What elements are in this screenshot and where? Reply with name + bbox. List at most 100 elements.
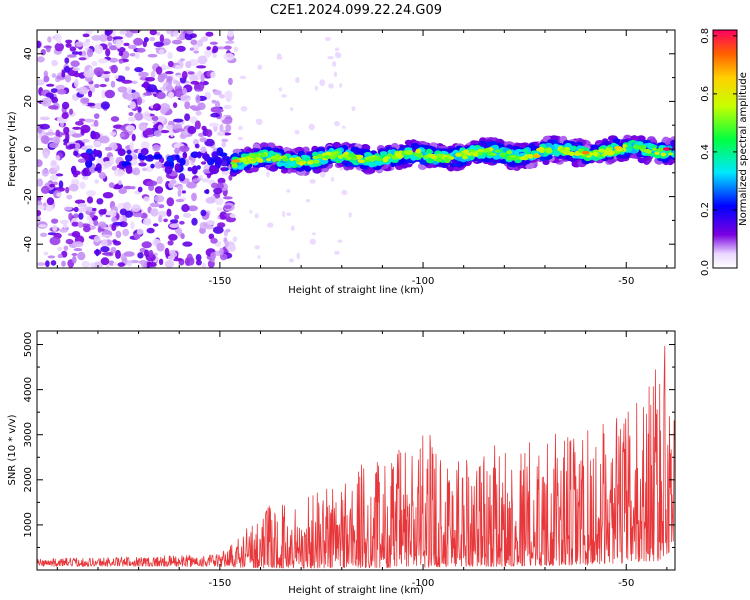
heatmap-cell xyxy=(306,199,311,203)
heatmap-cell xyxy=(224,45,232,50)
heatmap-cell xyxy=(136,47,146,53)
y-tick-label: 20 xyxy=(23,95,34,108)
heatmap-cell xyxy=(171,39,183,45)
heatmap-cell xyxy=(220,167,227,172)
heatmap-cell xyxy=(444,158,451,164)
heatmap-cell xyxy=(172,102,178,108)
heatmap-cell xyxy=(55,129,61,139)
heatmap-cell xyxy=(511,156,517,161)
heatmap-cell xyxy=(319,171,326,178)
heatmap-cell xyxy=(75,142,81,149)
heatmap-cell xyxy=(187,71,195,75)
heatmap-cell xyxy=(169,223,180,228)
heatmap-cell xyxy=(85,160,90,167)
heatmap-cell xyxy=(55,155,60,161)
heatmap-cell xyxy=(80,97,90,104)
heatmap-cell xyxy=(108,260,115,266)
heatmap-cell xyxy=(90,131,101,140)
heatmap-cell xyxy=(212,53,217,58)
heatmap-cell xyxy=(65,238,74,245)
heatmap-cell xyxy=(118,51,124,57)
spectrogram-y-ticks: -40 -20 0 20 40 xyxy=(23,29,675,269)
heatmap-cell xyxy=(477,151,483,156)
heatmap-cell xyxy=(111,165,118,171)
heatmap-cell xyxy=(662,147,671,151)
heatmap-cell xyxy=(123,201,132,210)
heatmap-cell xyxy=(154,161,163,169)
heatmap-cell xyxy=(351,106,356,112)
x-tick-label: -50 xyxy=(618,276,634,287)
heatmap-cell xyxy=(124,66,130,71)
heatmap-cell xyxy=(70,165,77,174)
heatmap-cell xyxy=(173,30,179,37)
heatmap-cell xyxy=(58,180,64,189)
heatmap-cell xyxy=(115,40,122,49)
heatmap-cell xyxy=(112,36,124,40)
heatmap-cell xyxy=(286,189,291,193)
heatmap-cell xyxy=(612,138,621,144)
heatmap-cell xyxy=(86,145,94,149)
heatmap-cell xyxy=(225,40,235,44)
heatmap-cell xyxy=(166,197,175,207)
heatmap-cell xyxy=(137,106,142,113)
heatmap-cell xyxy=(93,219,99,226)
heatmap-cell xyxy=(159,34,165,43)
heatmap-cell xyxy=(78,212,84,220)
heatmap-cell xyxy=(158,258,164,265)
heatmap-cell xyxy=(187,125,197,135)
heatmap-cell xyxy=(199,137,207,143)
heatmap-cell xyxy=(84,30,93,35)
heatmap-cell xyxy=(94,44,104,54)
heatmap-cell xyxy=(335,52,340,56)
spectrogram-x-ticks: -150 -100 -50 xyxy=(56,30,668,287)
heatmap-cell xyxy=(249,210,253,214)
heatmap-cell xyxy=(86,48,94,58)
heatmap-cell xyxy=(186,181,197,189)
heatmap-cell xyxy=(125,125,135,132)
heatmap-cell xyxy=(77,158,86,163)
heatmap-cell xyxy=(56,89,67,95)
heatmap-cell xyxy=(72,67,80,72)
heatmap-cell xyxy=(41,168,49,177)
heatmap-cell xyxy=(204,138,215,147)
heatmap-cell xyxy=(152,144,161,152)
heatmap-cell xyxy=(369,157,375,162)
heatmap-cell xyxy=(118,188,127,195)
heatmap-cell xyxy=(191,217,198,226)
heatmap-cell xyxy=(182,203,189,212)
heatmap-cell xyxy=(195,254,202,262)
heatmap-cell xyxy=(55,173,64,177)
heatmap-cell xyxy=(286,212,292,217)
heatmap-cell xyxy=(201,178,210,183)
heatmap-cell xyxy=(72,126,81,130)
heatmap-cell xyxy=(173,118,184,123)
heatmap-cell xyxy=(157,115,166,123)
x-tick-label: -50 xyxy=(618,578,634,589)
spectrogram-y-axis-label: Frequency (Hz) xyxy=(7,111,18,187)
heatmap-cell xyxy=(61,260,66,267)
heatmap-cell xyxy=(278,87,282,92)
heatmap-cell xyxy=(61,101,70,110)
heatmap-cell xyxy=(129,158,138,166)
heatmap-cell xyxy=(469,151,475,156)
heatmap-cell xyxy=(45,92,54,98)
heatmap-cell xyxy=(112,184,122,190)
heatmap-cell xyxy=(134,67,144,73)
heatmap-cell xyxy=(240,157,248,162)
heatmap-cell xyxy=(200,146,207,154)
heatmap-cell xyxy=(643,148,651,153)
heatmap-cell xyxy=(425,148,433,155)
heatmap-cell xyxy=(593,156,600,161)
heatmap-cell xyxy=(132,212,143,218)
heatmap-cell xyxy=(45,260,50,268)
heatmap-cell xyxy=(152,223,159,227)
heatmap-cell xyxy=(430,155,437,159)
heatmap-cell xyxy=(225,228,231,233)
heatmap-cell xyxy=(179,133,187,140)
heatmap-cell xyxy=(41,185,50,194)
heatmap-cell xyxy=(199,221,209,230)
heatmap-cell xyxy=(146,84,158,93)
heatmap-cell xyxy=(186,30,194,35)
heatmap-cell xyxy=(37,56,45,63)
heatmap-cell xyxy=(148,249,154,258)
